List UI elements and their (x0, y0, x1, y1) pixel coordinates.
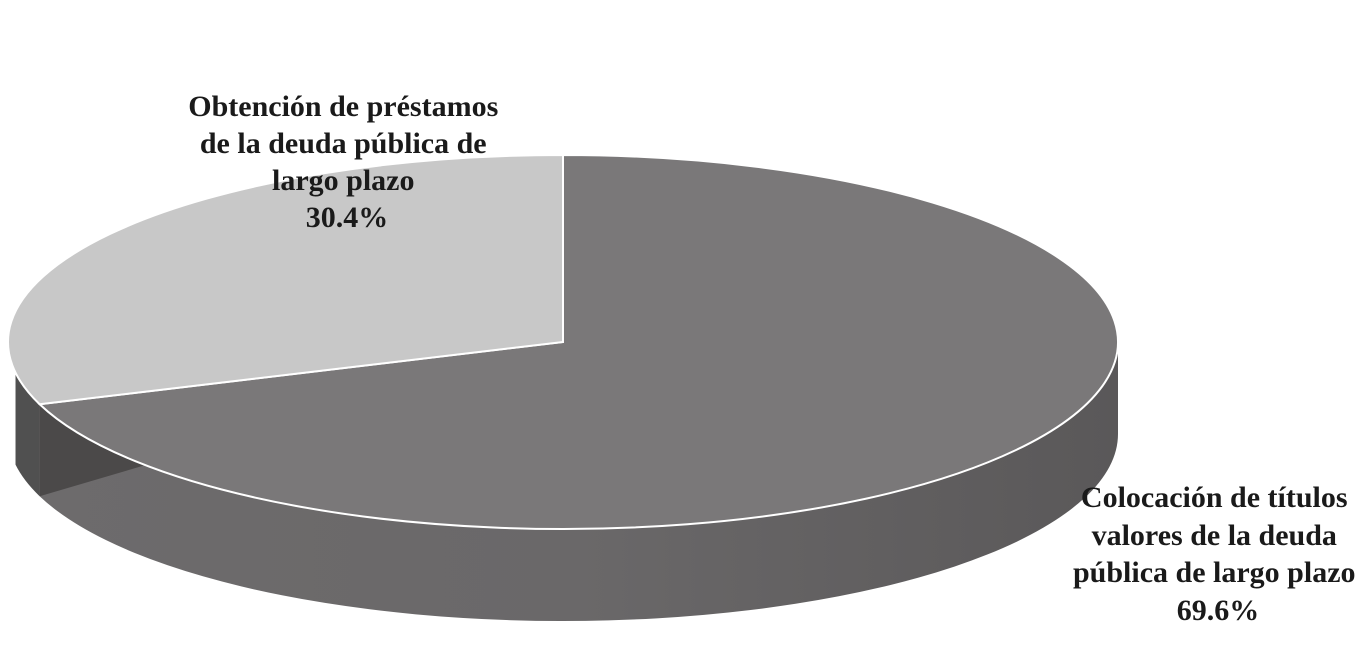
slice-label-colocacion-line-3: pública de largo plazo (1073, 556, 1356, 589)
slice-label-obtencion-line-1: Obtención de préstamos (188, 90, 498, 123)
slice-label-obtencion: Obtención de préstamos de la deuda públi… (188, 90, 506, 234)
pie-slice-obtencion (7, 153, 564, 406)
pie-slice-colocacion (37, 153, 1119, 530)
slice-label-colocacion-line-2: valores de la deuda (1092, 519, 1337, 552)
slice-value-colocacion: 69.6% (1177, 594, 1260, 627)
slice-label-colocacion-line-1: Colocación de títulos (1081, 481, 1348, 514)
slice-label-colocacion: Colocación de títulos valores de la deud… (1073, 481, 1363, 627)
slice-label-obtencion-line-3: largo plazo (272, 164, 415, 197)
pie-rim-slice-1 (39, 342, 1118, 622)
pie-rim-shadow (15, 372, 40, 497)
slice-value-obtencion: 30.4% (306, 201, 389, 234)
slice-label-obtencion-line-2: de la deuda pública de (200, 127, 487, 160)
